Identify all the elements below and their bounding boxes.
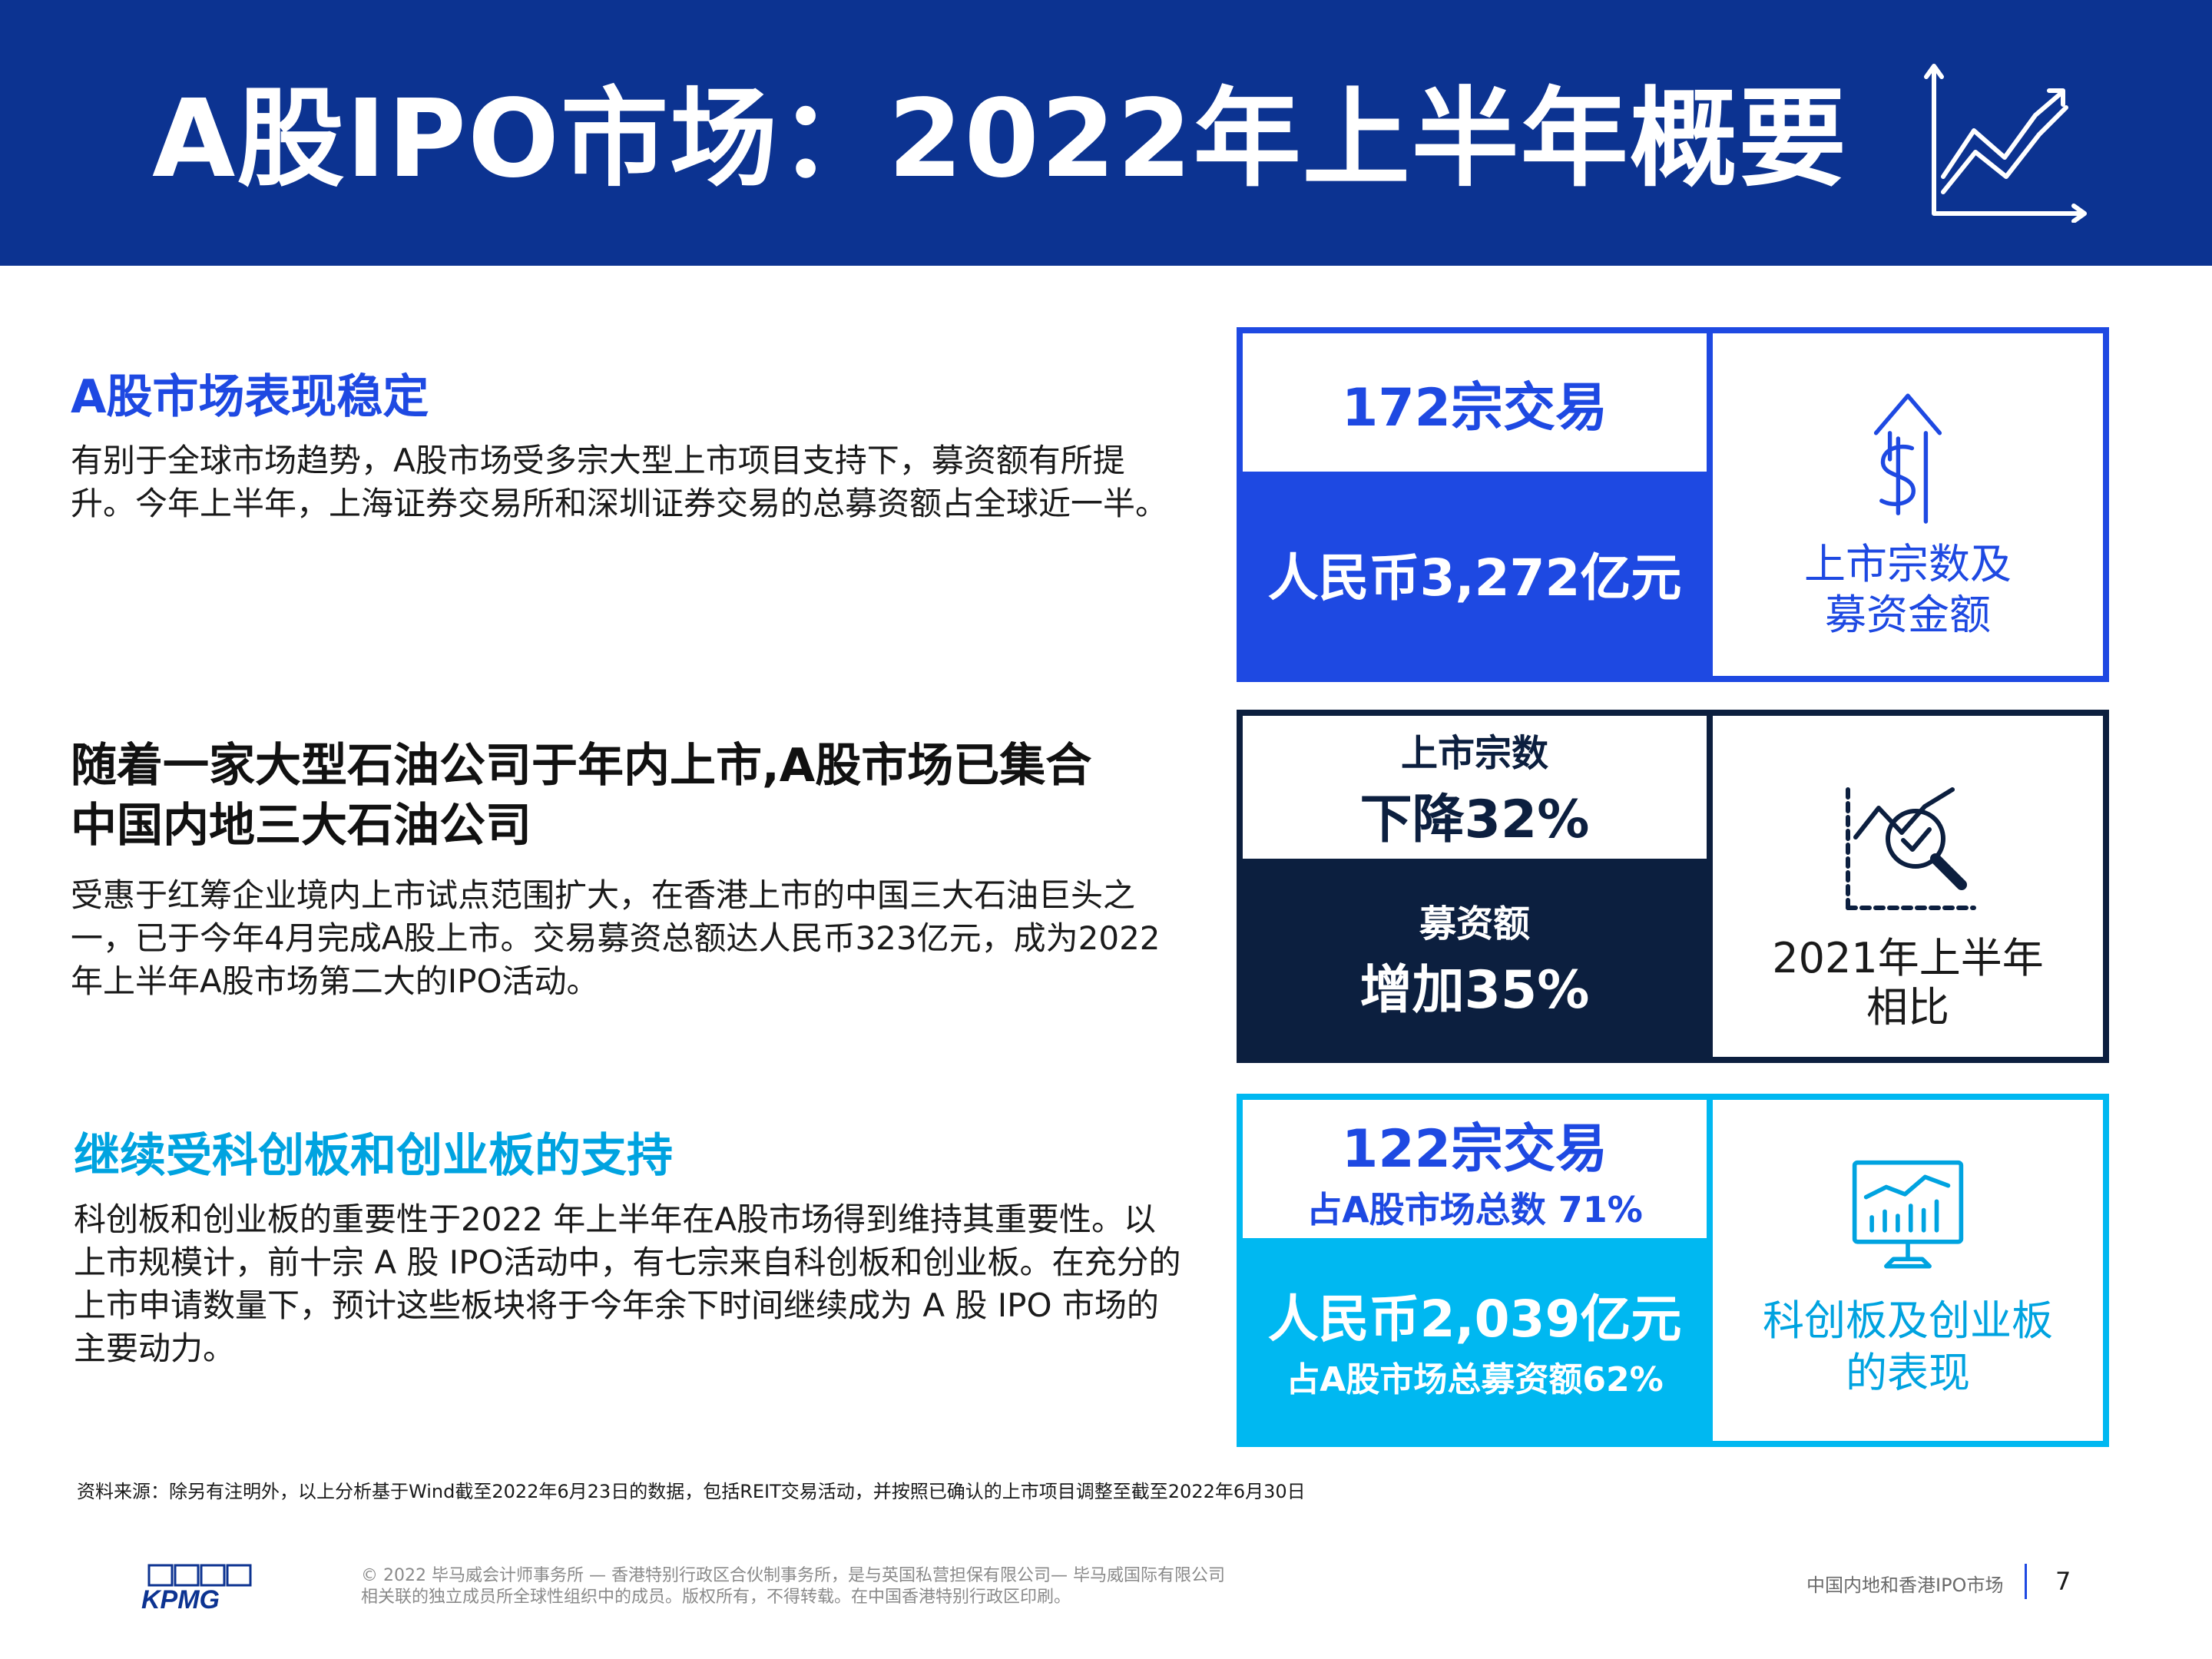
card-2-divider: [1707, 716, 1713, 1057]
section-1-body: 有别于全球市场趋势，A股市场受多宗大型上市项目支持下，募资额有所提升。今年上半年…: [71, 442, 1168, 522]
proceeds-change-value: 增加35%: [1359, 959, 1590, 1021]
board-deal-count-value: 122宗交易: [1342, 1118, 1608, 1180]
card-1-divider: [1707, 333, 1713, 676]
section-2-heading-line-2: 中国内地三大石油公司: [71, 799, 531, 853]
header-banner: A股IPO市场：2022年上半年概要: [0, 0, 2212, 266]
card-star-chinext: 122宗交易 占A股市场总数 71% 人民币2,039亿元 占A股市场总募资额6…: [1237, 1094, 2109, 1447]
section-2-body: 受惠于红筹企业境内上市试点范围扩大，在香港上市的中国三大石油巨头之一，已于今年4…: [71, 876, 1161, 1000]
copyright-notice: © 2022 毕马威会计师事务所 — 香港特别行政区合伙制事务所，是与英国私营担…: [361, 1565, 1225, 1608]
footer-divider: [2025, 1564, 2027, 1599]
card-3-label-line-1: 科创板及创业板: [1763, 1296, 2053, 1345]
board-proceeds-share: 占A股市场总募资额62%: [1286, 1360, 1664, 1399]
card-2-right-cell: 2021年上半年 相比: [1713, 716, 2103, 1057]
copyright-line-1: © 2022 毕马威会计师事务所 — 香港特别行政区合伙制事务所，是与英国私营担…: [361, 1566, 1225, 1585]
card-1-label-line-2: 募资金额: [1825, 591, 1991, 639]
card-3-label: 科创板及创业板 的表现: [1763, 1295, 2053, 1399]
source-footnote: 资料来源：除另有注明外，以上分析基于Wind截至2022年6月23日的数据，包括…: [77, 1481, 1306, 1502]
section-2-heading: 随着一家大型石油公司于年内上市,A股市场已集合 中国内地三大石油公司: [71, 736, 1091, 856]
board-proceeds-value: 人民币2,039亿元: [1267, 1290, 1682, 1349]
section-3-heading: 继续受科创板和创业板的支持: [74, 1129, 673, 1183]
card-3-label-line-2: 的表现: [1846, 1349, 1970, 1397]
card-3-right-cell: 科创板及创业板 的表现: [1713, 1100, 2103, 1441]
card-2-label-line-2: 相比: [1866, 983, 1949, 1031]
card-3-top-cell: 122宗交易 占A股市场总数 71%: [1243, 1100, 1707, 1238]
page-number: 7: [2055, 1567, 2071, 1596]
report-name: 中国内地和香港IPO市场: [1806, 1575, 2004, 1596]
card-3-divider: [1707, 1100, 1713, 1441]
monitor-chart-icon: [1852, 1160, 1964, 1269]
card-2-label-line-1: 2021年上半年: [1772, 934, 2044, 982]
card-yoy-comparison: 上市宗数 下降32% 募资额 增加35% 2021年上半年 相比: [1237, 710, 2109, 1063]
section-3-body: 科创板和创业板的重要性于2022 年上半年在A股市场得到维持其重要性。以上市规模…: [74, 1200, 1181, 1367]
kpmg-logo: KPMG: [141, 1564, 252, 1611]
card-2-label: 2021年上半年 相比: [1772, 934, 2043, 1032]
dollar-arrow-up-icon: [1873, 393, 1942, 524]
line-chart-icon: [1924, 64, 2087, 223]
page-title: A股IPO市场：2022年上半年概要: [152, 77, 1848, 202]
section-1-heading: A股市场表现稳定: [71, 370, 429, 424]
board-deal-share: 占A股市场总数 71%: [1306, 1188, 1643, 1230]
section-2-heading-line-1: 随着一家大型石油公司于年内上市,A股市场已集合: [71, 739, 1092, 793]
deal-count-value: 172宗交易: [1342, 377, 1608, 439]
proceeds-value: 人民币3,272亿元: [1267, 548, 1682, 608]
listings-label: 上市宗数: [1400, 731, 1548, 775]
card-1-label-line-1: 上市宗数及: [1804, 540, 2012, 588]
card-2-top-cell: 上市宗数 下降32%: [1243, 716, 1707, 859]
copyright-line-2: 相关联的独立成员所全球性组织中的成员。版权所有，不得转载。在中国香港特别行政区印…: [361, 1588, 1071, 1607]
listings-change-value: 下降32%: [1359, 789, 1590, 850]
card-listings-proceeds: 172宗交易 人民币3,272亿元 上市宗数及 募资金额: [1237, 327, 2109, 682]
card-1-top-cell: 172宗交易: [1243, 333, 1707, 472]
card-1-bottom-cell: 人民币3,272亿元: [1243, 472, 1707, 676]
card-2-bottom-cell: 募资额 增加35%: [1243, 859, 1707, 1057]
card-3-bottom-cell: 人民币2,039亿元 占A股市场总募资额62%: [1243, 1238, 1707, 1441]
proceeds-label: 募资额: [1419, 902, 1530, 945]
card-1-label: 上市宗数及 募资金额: [1804, 539, 2012, 641]
card-1-right-cell: 上市宗数及 募资金额: [1713, 333, 2103, 676]
chart-magnifier-icon: [1846, 787, 1976, 910]
svg-text:KPMG: KPMG: [141, 1585, 220, 1611]
